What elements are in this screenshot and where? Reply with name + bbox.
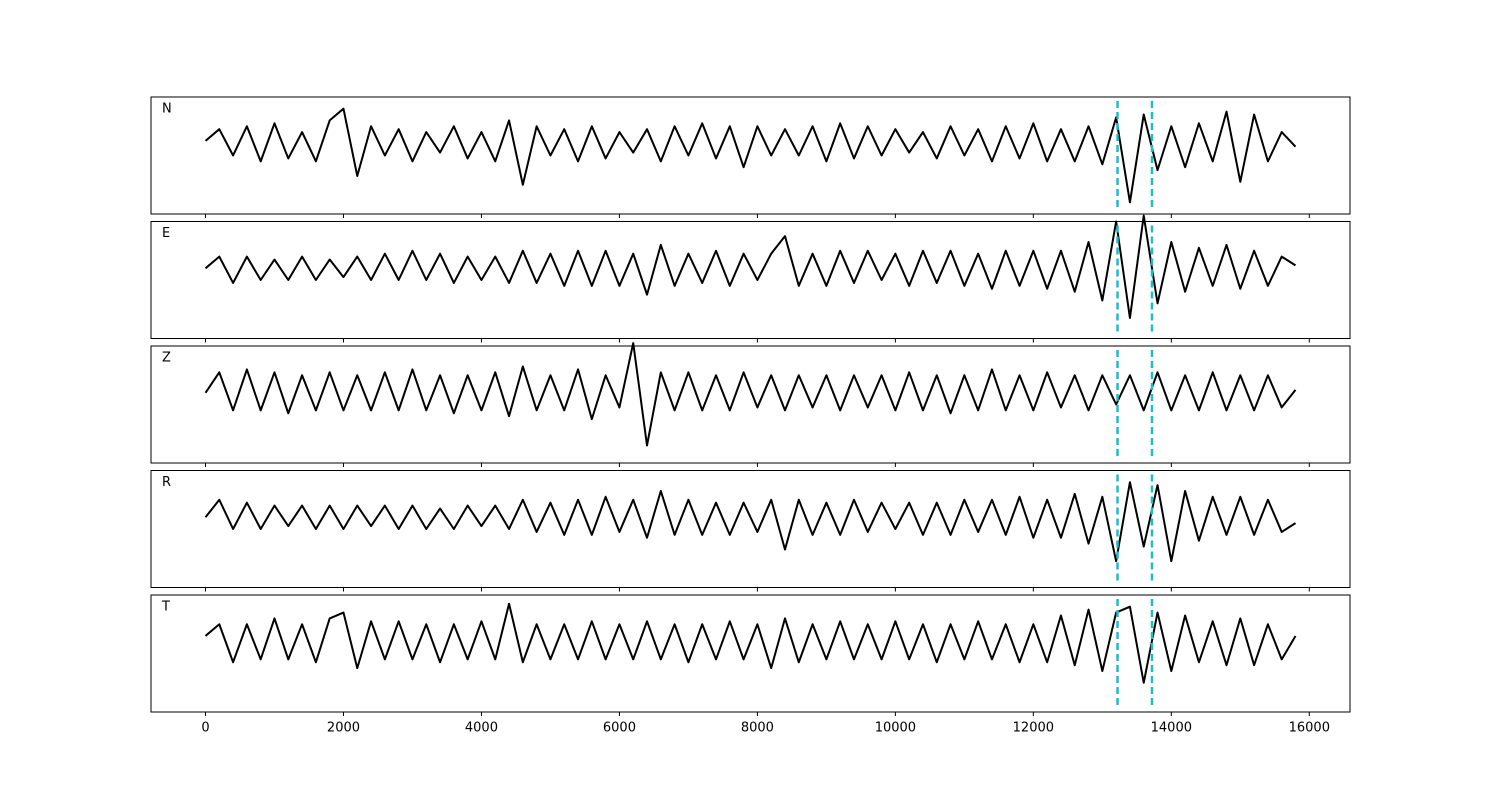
waveform [204, 481, 1297, 563]
panel-frame [150, 470, 1351, 588]
panel-label: E [162, 226, 170, 241]
waveform [204, 602, 1297, 684]
waveform [204, 342, 1297, 447]
panel-label: N [162, 102, 172, 117]
panel-label: T [161, 600, 170, 615]
x-tick-label: 8000 [741, 721, 774, 736]
x-tick-label: 6000 [603, 721, 636, 736]
x-tick-label: 10000 [875, 721, 916, 736]
panel-frame [150, 345, 1351, 464]
x-tick-label: 12000 [1013, 721, 1054, 736]
panel-frame [150, 594, 1351, 713]
x-tick-label: 0 [201, 721, 209, 736]
waveform [204, 214, 1297, 320]
x-tick-label: 2000 [327, 721, 360, 736]
waveform [204, 107, 1297, 204]
panel-frame [150, 221, 1351, 339]
x-tick-label: 14000 [1151, 721, 1192, 736]
panel-frame [150, 96, 1351, 215]
x-tick-label: 16000 [1289, 721, 1330, 736]
x-tick-label: 4000 [465, 721, 498, 736]
panel-label: R [162, 475, 171, 490]
panel-label: Z [162, 351, 171, 366]
